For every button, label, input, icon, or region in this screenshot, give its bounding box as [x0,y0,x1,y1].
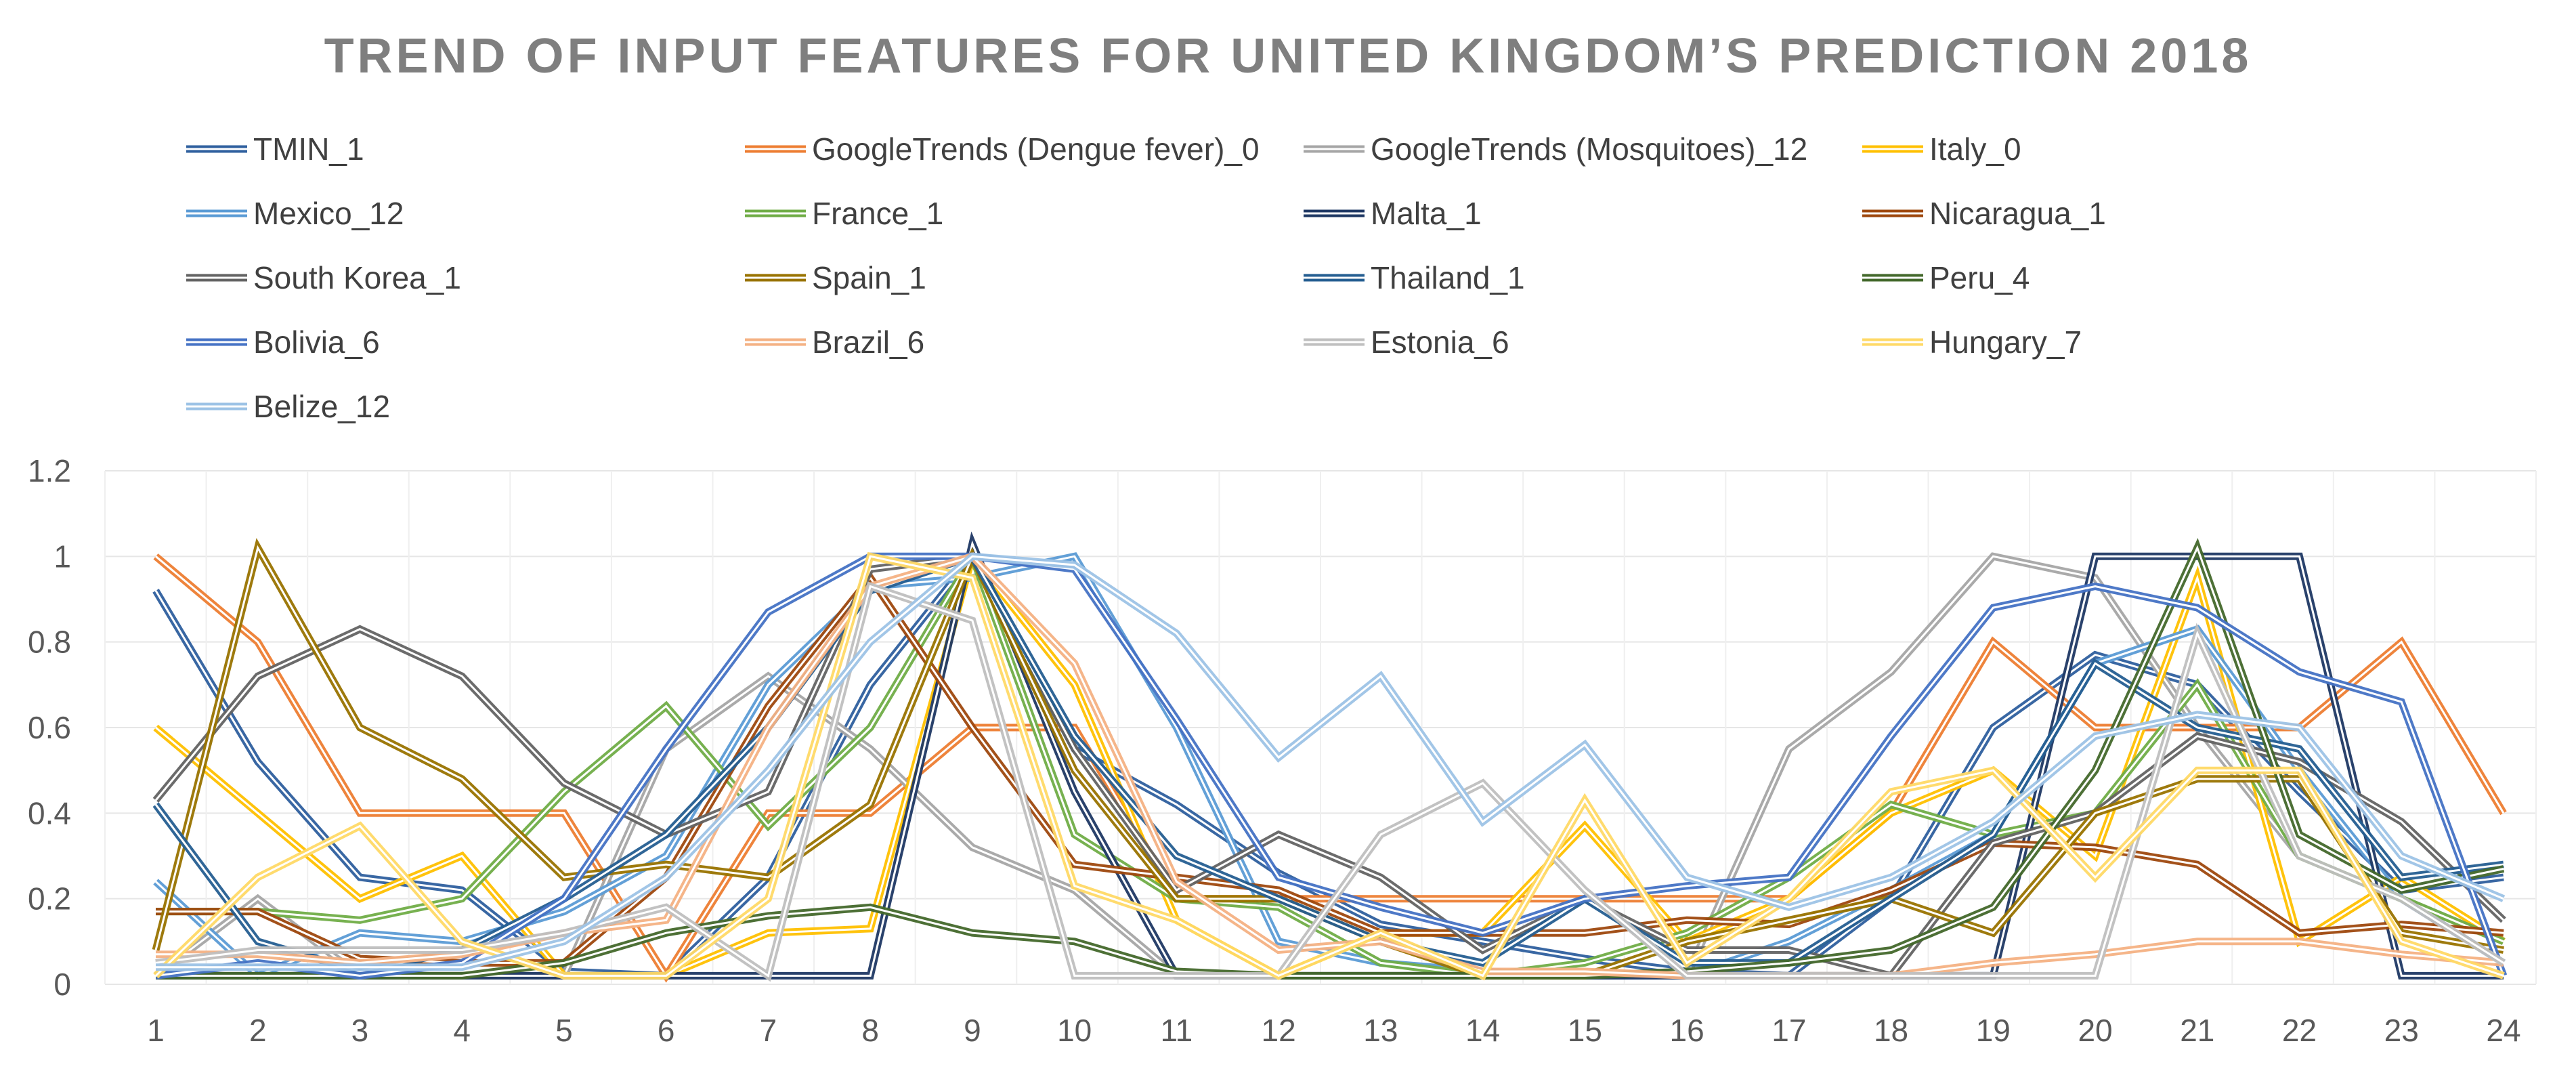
chart-legend: TMIN_1 GoogleTrends (Dengue fever)_0 Googl… [186,131,2106,424]
legend-label: Nicaragua_1 [1929,196,2106,231]
x-tick-label: 7 [760,1013,777,1048]
x-tick-label: 13 [1363,1013,1398,1048]
legend-item-belize-12: Belize_12 [186,389,390,424]
legend-label: Bolivia_6 [253,324,380,360]
x-tick-label: 12 [1262,1013,1296,1048]
x-tick-label: 20 [2078,1013,2112,1048]
legend-label: Mexico_12 [253,196,404,231]
legend-label: France_1 [812,196,943,231]
legend-label: Malta_1 [1371,196,1482,231]
series-line-belize-12 [156,552,2506,971]
legend-label: GoogleTrends (Mosquitoes)_12 [1371,131,1807,167]
legend-label: Italy_0 [1929,131,2021,167]
legend-item-thailand-1: Thailand_1 [1304,260,1525,295]
x-tick-label: 2 [249,1013,267,1048]
x-tick-label: 19 [1976,1013,2011,1048]
legend-item-france-1: France_1 [745,196,943,231]
series-line-south-korea-1 [152,552,2506,980]
legend-label: Spain_1 [812,260,926,295]
legend-label: TMIN_1 [253,131,364,167]
x-tick-label: 5 [555,1013,573,1048]
legend-label: Hungary_7 [1929,324,2082,360]
series-line-estonia-6 [155,581,2506,982]
x-tick-label: 18 [1874,1013,1908,1048]
x-tick-label: 8 [861,1013,879,1048]
x-tick-label: 14 [1465,1013,1500,1048]
legend-item-spain-1: Spain_1 [745,260,926,295]
x-tick-label: 23 [2384,1013,2419,1048]
y-tick-label: 1.2 [28,453,71,488]
y-tick-label: 0 [53,967,71,1002]
series-line-bolivia-6 [155,552,2508,980]
chart-title: TREND OF INPUT FEATURES FOR UNITED KINGD… [324,29,2252,83]
x-tick-label: 1 [147,1013,165,1048]
x-tick-label: 24 [2486,1013,2520,1048]
x-tick-label: 3 [351,1013,369,1048]
x-tick-label: 11 [1161,1013,1193,1048]
x-tick-label: 21 [2180,1013,2214,1048]
y-tick-label: 0.6 [28,710,71,745]
legend-item-googletrends-dengue-fever-0: GoogleTrends (Dengue fever)_0 [745,131,1260,167]
series-lines [152,531,2508,983]
x-axis-ticks: 1 2 3 4 5 6 7 8 9 10 11 12 13 14 15 16 17 18 19 20 21 22 23 24 [147,1013,2520,1048]
x-tick-label: 16 [1670,1013,1704,1048]
legend-item-mexico-12: Mexico_12 [186,196,404,231]
legend-item-googletrends-mosquitoes-12: GoogleTrends (Mosquitoes)_12 [1304,131,1807,167]
legend-item-nicaragua-1: Nicaragua_1 [1862,196,2106,231]
y-axis-ticks: 0 0.2 0.4 0.6 0.8 1 1.2 [28,453,71,1002]
x-tick-label: 4 [453,1013,471,1048]
legend-label: Estonia_6 [1371,324,1509,360]
legend-item-hungary-7: Hungary_7 [1862,324,2082,360]
x-tick-label: 6 [658,1013,675,1048]
y-tick-label: 0.4 [28,795,71,831]
legend-item-brazil-6: Brazil_6 [745,324,924,360]
legend-item-bolivia-6: Bolivia_6 [186,324,380,360]
x-tick-label: 17 [1772,1013,1806,1048]
legend-label: Peru_4 [1929,260,2030,295]
x-tick-label: 22 [2282,1013,2317,1048]
legend-item-malta-1: Malta_1 [1304,196,1482,231]
x-tick-label: 15 [1568,1013,1602,1048]
legend-label: GoogleTrends (Dengue fever)_0 [812,131,1260,167]
legend-item-south-korea-1: South Korea_1 [186,260,461,295]
legend-item-tmin-1: TMIN_1 [186,131,364,167]
legend-label: Brazil_6 [812,324,924,360]
y-tick-label: 1 [53,539,71,574]
x-tick-label: 9 [964,1013,981,1048]
legend-item-italy-0: Italy_0 [1862,131,2021,167]
legend-label: South Korea_1 [253,260,461,295]
y-tick-label: 0.8 [28,625,71,660]
legend-item-estonia-6: Estonia_6 [1304,324,1509,360]
plot-area: 00.20.40.60.811.2 1 2 3 4 5 6 7 8 9 10 11 12 13 14 15 1… [28,453,2537,1048]
legend-label: Belize_12 [253,389,390,424]
x-tick-label: 10 [1057,1013,1092,1048]
series-line-hungary-7 [153,551,2505,981]
series-line-france-1 [156,547,2506,980]
legend-label: Thailand_1 [1371,260,1525,295]
legend-item-peru-4: Peru_4 [1862,260,2030,295]
y-tick-label: 0.2 [28,881,71,917]
